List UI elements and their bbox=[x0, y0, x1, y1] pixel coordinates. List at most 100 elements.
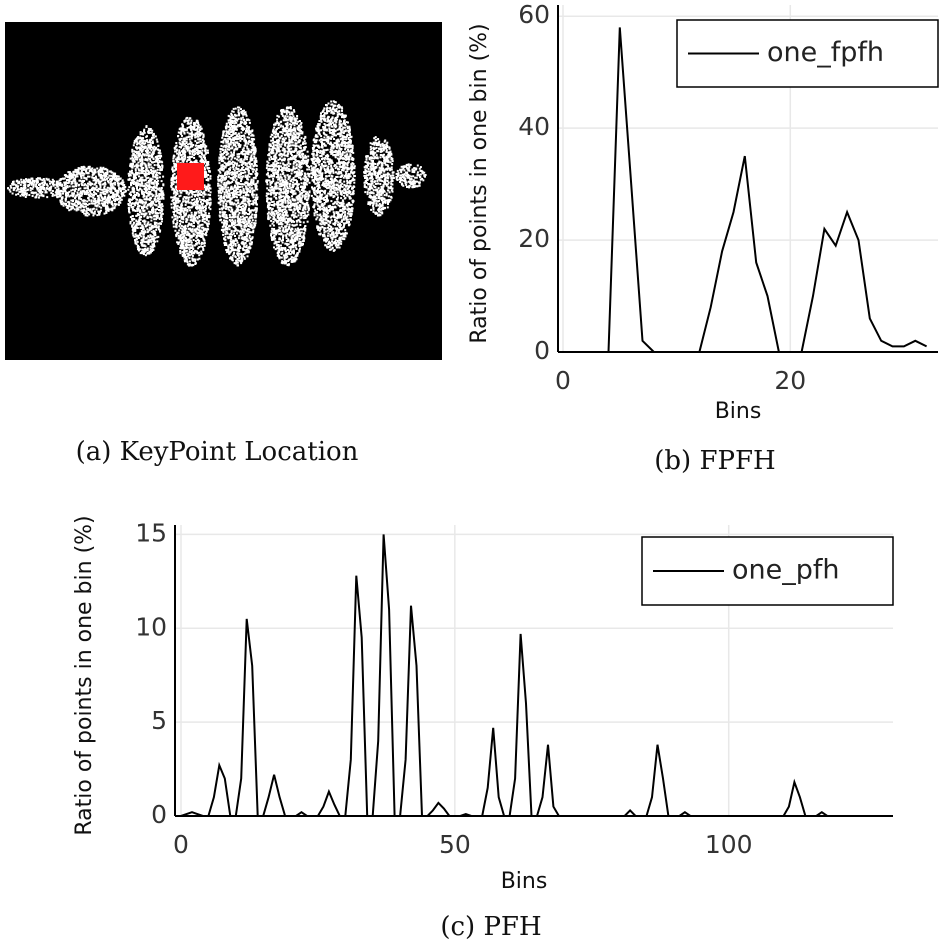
point bbox=[149, 216, 152, 218]
point bbox=[191, 205, 194, 208]
point bbox=[172, 199, 175, 201]
point bbox=[250, 142, 253, 145]
point bbox=[131, 225, 134, 228]
point bbox=[236, 210, 239, 213]
point bbox=[173, 176, 176, 179]
point bbox=[66, 192, 69, 194]
point bbox=[45, 191, 48, 194]
point bbox=[182, 160, 185, 163]
point bbox=[252, 203, 255, 206]
point bbox=[104, 178, 107, 181]
point bbox=[80, 194, 83, 197]
point bbox=[131, 150, 134, 153]
point bbox=[154, 240, 156, 243]
point bbox=[203, 242, 205, 245]
point bbox=[56, 181, 59, 184]
point bbox=[153, 239, 156, 242]
point bbox=[93, 191, 95, 194]
point bbox=[178, 149, 181, 152]
point bbox=[227, 180, 230, 183]
point bbox=[253, 224, 256, 227]
point bbox=[186, 246, 189, 249]
point bbox=[223, 223, 226, 226]
point bbox=[133, 202, 136, 205]
point bbox=[182, 130, 185, 133]
point bbox=[114, 172, 117, 175]
point bbox=[147, 157, 150, 160]
point bbox=[91, 167, 94, 170]
point bbox=[86, 203, 89, 206]
point bbox=[195, 160, 198, 163]
point bbox=[219, 189, 222, 192]
point bbox=[250, 187, 253, 190]
point bbox=[119, 182, 122, 185]
point bbox=[113, 195, 115, 198]
point bbox=[232, 194, 235, 197]
point bbox=[99, 194, 102, 197]
point bbox=[187, 198, 190, 201]
point bbox=[83, 187, 86, 190]
point bbox=[185, 146, 188, 149]
point bbox=[61, 200, 64, 203]
point bbox=[182, 147, 185, 150]
point bbox=[174, 217, 177, 220]
point bbox=[182, 235, 185, 238]
point bbox=[66, 175, 69, 178]
point bbox=[128, 178, 130, 181]
point bbox=[202, 218, 205, 221]
point bbox=[106, 204, 109, 207]
point bbox=[249, 226, 252, 228]
point bbox=[156, 240, 159, 243]
point bbox=[25, 178, 27, 181]
point bbox=[236, 215, 239, 218]
point bbox=[28, 181, 30, 184]
point bbox=[204, 200, 207, 202]
point bbox=[217, 191, 220, 194]
point bbox=[68, 195, 71, 198]
point bbox=[241, 218, 244, 221]
point bbox=[225, 215, 228, 218]
point bbox=[97, 196, 100, 199]
point bbox=[235, 261, 238, 264]
point bbox=[20, 178, 23, 181]
point bbox=[174, 196, 177, 199]
point bbox=[255, 209, 258, 212]
point bbox=[238, 219, 241, 221]
point bbox=[203, 155, 206, 157]
point bbox=[250, 231, 253, 234]
point bbox=[172, 225, 175, 228]
point bbox=[134, 239, 137, 242]
point bbox=[248, 231, 251, 233]
point bbox=[205, 179, 208, 181]
point bbox=[199, 206, 202, 209]
point bbox=[231, 210, 233, 213]
point bbox=[195, 161, 198, 164]
point bbox=[75, 199, 78, 202]
point bbox=[76, 175, 79, 178]
point bbox=[97, 201, 99, 203]
point bbox=[112, 192, 115, 194]
point bbox=[133, 165, 136, 168]
point bbox=[183, 138, 186, 141]
point bbox=[237, 213, 240, 216]
point bbox=[180, 207, 183, 210]
point bbox=[107, 199, 110, 202]
point bbox=[148, 183, 151, 186]
point bbox=[237, 174, 240, 177]
point bbox=[182, 200, 185, 203]
point bbox=[135, 155, 138, 158]
point bbox=[247, 140, 250, 143]
point bbox=[181, 127, 184, 130]
point bbox=[155, 190, 157, 193]
point bbox=[207, 179, 210, 182]
point bbox=[231, 110, 234, 113]
point bbox=[81, 209, 84, 212]
point bbox=[198, 211, 201, 214]
point bbox=[241, 207, 243, 210]
point bbox=[245, 244, 248, 247]
point bbox=[96, 167, 99, 170]
point bbox=[183, 132, 186, 134]
point bbox=[94, 200, 97, 203]
point bbox=[147, 185, 149, 188]
point bbox=[79, 173, 82, 176]
